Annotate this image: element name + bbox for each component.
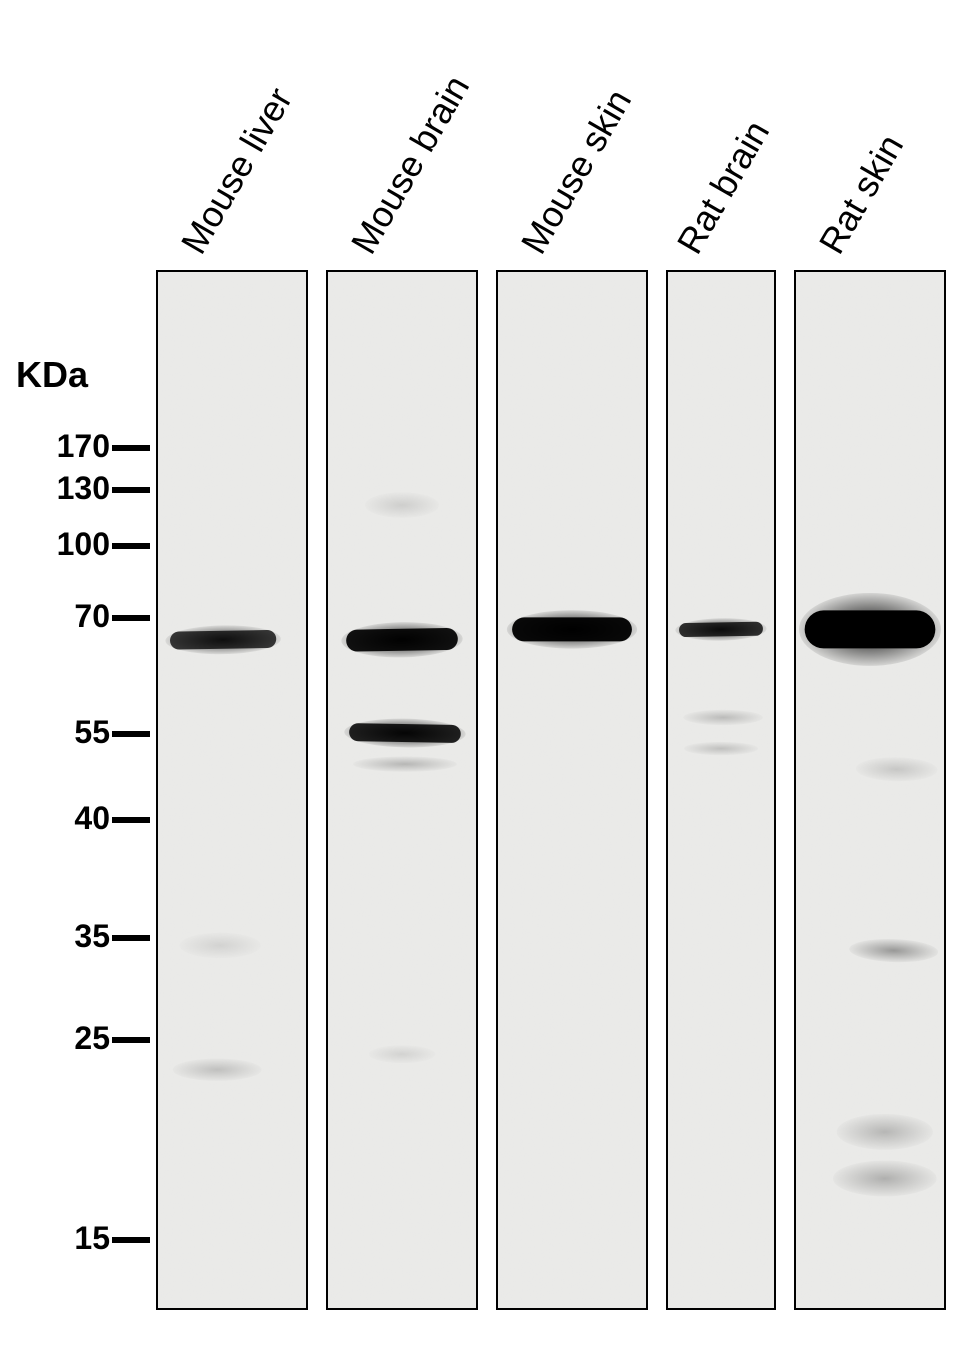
- mw-marker-label: 130: [57, 470, 110, 507]
- band: [684, 742, 758, 755]
- band: [369, 1045, 436, 1063]
- mw-marker-tick: [112, 817, 150, 823]
- mw-marker-tick: [112, 615, 150, 621]
- mw-marker-tick: [112, 1237, 150, 1243]
- mw-marker-tick: [112, 445, 150, 451]
- mw-marker-tick: [112, 1037, 150, 1043]
- band: [683, 710, 763, 725]
- lane-rat-brain: [666, 270, 776, 1310]
- lane-mouse-liver: [156, 270, 308, 1310]
- band: [365, 492, 439, 518]
- band: [173, 1059, 262, 1081]
- mw-marker-tick: [112, 543, 150, 549]
- lane-mouse-skin: [496, 270, 648, 1310]
- mw-marker-label: 100: [57, 526, 110, 563]
- lane-label-mouse-skin: Mouse skin: [513, 82, 640, 261]
- mw-marker-label: 35: [74, 918, 110, 955]
- lane-label-rat-brain: Rat brain: [668, 113, 777, 261]
- lane-label-mouse-liver: Mouse liver: [173, 81, 301, 261]
- mw-marker-tick: [112, 487, 150, 493]
- mw-marker-label: 25: [74, 1020, 110, 1057]
- mw-marker-tick: [112, 731, 150, 737]
- western-blot-figure: KDa 170 130 100 70 55 40 35 25 15 Mouse liver Mou…: [0, 0, 955, 1368]
- mw-marker-label: 55: [74, 714, 110, 751]
- lane-label-rat-skin: Rat skin: [811, 127, 912, 261]
- mw-marker-tick: [112, 935, 150, 941]
- lane-rat-skin: [794, 270, 946, 1310]
- band: [179, 933, 260, 959]
- band: [353, 756, 457, 771]
- mw-marker-label: 15: [74, 1220, 110, 1257]
- mw-marker-label: 170: [57, 428, 110, 465]
- lane-label-mouse-brain: Mouse brain: [343, 68, 478, 261]
- lane-mouse-brain: [326, 270, 478, 1310]
- mw-marker-label: 40: [74, 800, 110, 837]
- band: [833, 1161, 937, 1197]
- kda-unit-label: KDa: [16, 354, 88, 396]
- band: [837, 1114, 933, 1150]
- mw-marker-label: 70: [74, 598, 110, 635]
